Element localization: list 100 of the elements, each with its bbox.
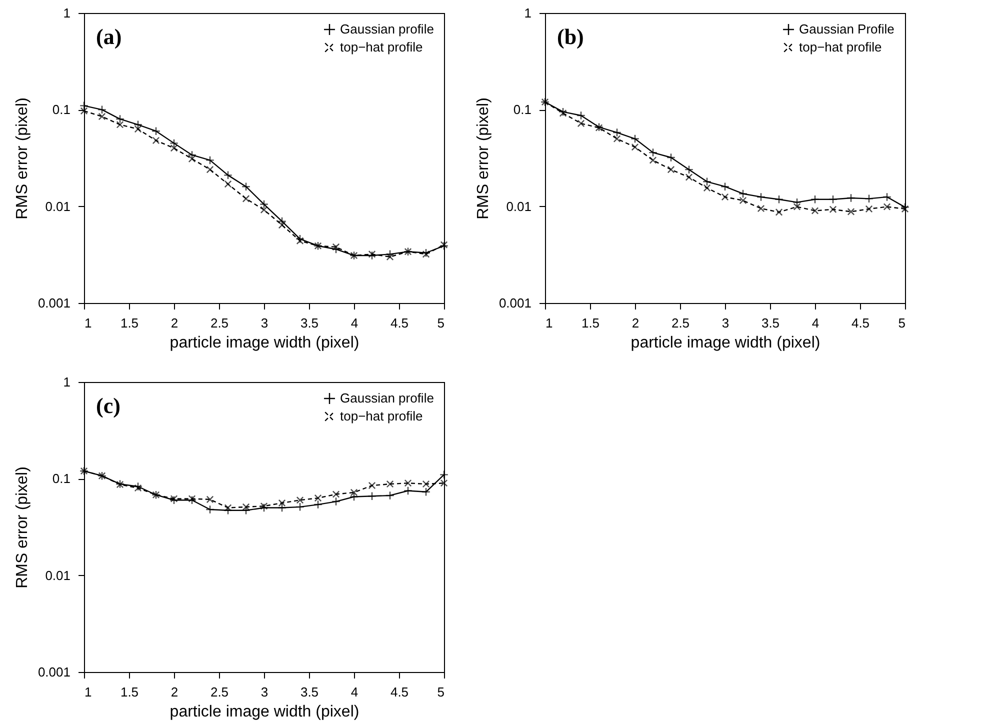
y-tick-label: 0.001 — [38, 296, 70, 310]
x-tick-label: 2 — [170, 684, 178, 700]
y-tick-label: 0.01 — [506, 198, 532, 214]
point — [829, 206, 837, 214]
y-axis-title: RMS error (pixel) — [14, 98, 31, 220]
point — [224, 504, 232, 512]
x-tick-label: 5 — [437, 684, 444, 700]
x-tick-label: 5 — [898, 316, 906, 330]
x-tick-label: 5 — [437, 316, 444, 330]
point — [900, 202, 910, 212]
point — [775, 208, 783, 216]
y-tick-label: 0.001 — [38, 664, 70, 680]
x-tick-label: 3.5 — [300, 316, 319, 330]
point — [757, 204, 765, 212]
point — [558, 107, 568, 116]
point — [440, 470, 448, 480]
x-tick-label: 1 — [84, 684, 92, 700]
point — [631, 143, 639, 151]
point — [440, 241, 448, 248]
point — [559, 109, 567, 117]
point — [810, 194, 820, 204]
point — [386, 491, 394, 500]
x-tick-label: 1 — [84, 316, 92, 330]
x-tick-label: 3.5 — [300, 684, 319, 700]
x-tick-label: 2 — [170, 316, 178, 330]
point — [296, 237, 304, 244]
point — [864, 194, 874, 204]
x-tick-label: 1.5 — [120, 316, 139, 330]
point — [206, 496, 214, 504]
point — [296, 496, 304, 504]
point — [630, 134, 640, 144]
point — [170, 495, 178, 502]
point — [314, 494, 322, 502]
annotation: (a) — [96, 24, 122, 49]
x-tick-label: 2.5 — [210, 316, 229, 330]
x-tick-label: 1.5 — [581, 316, 600, 330]
point — [577, 120, 585, 128]
point — [368, 251, 376, 260]
point — [440, 241, 448, 250]
y-axis-title: RMS error (pixel) — [14, 466, 31, 588]
point — [242, 506, 250, 515]
point — [170, 138, 178, 148]
point — [368, 492, 376, 501]
x-tick-label: 4 — [350, 684, 358, 700]
point — [882, 192, 892, 202]
x-tick-label: 1 — [546, 316, 553, 330]
point — [296, 502, 304, 512]
x-tick-label: 2 — [632, 316, 640, 330]
legend-label: top−hat profile — [340, 40, 423, 54]
point — [350, 492, 358, 502]
y-tick-label: 0.1 — [52, 471, 70, 486]
y-tick-label: 1 — [63, 6, 70, 20]
point — [368, 482, 376, 490]
point — [386, 253, 394, 261]
point — [170, 496, 178, 505]
point — [206, 156, 214, 165]
point — [260, 502, 268, 510]
point — [721, 193, 729, 201]
y-tick-label: 0.01 — [45, 198, 70, 214]
x-tick-label: 2.5 — [671, 316, 690, 330]
x-tick-label: 2.5 — [210, 684, 229, 700]
point — [667, 166, 675, 174]
y-tick-label: 0.001 — [498, 296, 532, 310]
point — [386, 250, 394, 259]
point — [332, 243, 340, 251]
point — [792, 198, 802, 207]
point — [278, 503, 286, 512]
y-tick-label: 1 — [63, 374, 70, 390]
point — [152, 136, 160, 144]
x-axis-title: particle image width (pixel) — [170, 334, 360, 352]
point — [440, 479, 448, 487]
y-tick-label: 0.1 — [52, 102, 70, 118]
point — [314, 500, 322, 510]
point — [242, 182, 250, 192]
point — [811, 207, 819, 214]
x-tick-label: 4.5 — [851, 316, 870, 330]
point — [576, 111, 586, 120]
x-tick-label: 3 — [260, 316, 268, 330]
point — [846, 194, 856, 202]
y-tick-label: 0.01 — [45, 568, 70, 583]
x-tick-label: 3 — [722, 316, 730, 330]
x-tick-label: 4.5 — [390, 684, 409, 700]
legend-label: Gaussian profile — [340, 22, 434, 36]
point — [224, 180, 232, 188]
point — [422, 487, 430, 496]
point — [883, 203, 891, 210]
y-axis-title: RMS error (pixel) — [474, 98, 492, 220]
point — [134, 484, 142, 492]
x-tick-label: 4 — [350, 316, 358, 330]
point — [188, 495, 196, 502]
point — [865, 205, 873, 213]
point — [386, 480, 394, 488]
point — [296, 234, 304, 244]
point — [720, 182, 730, 192]
point — [206, 166, 214, 174]
point — [134, 120, 142, 130]
point — [350, 488, 358, 496]
point — [206, 505, 214, 514]
x-tick-label: 4 — [812, 316, 820, 330]
point — [774, 194, 784, 204]
